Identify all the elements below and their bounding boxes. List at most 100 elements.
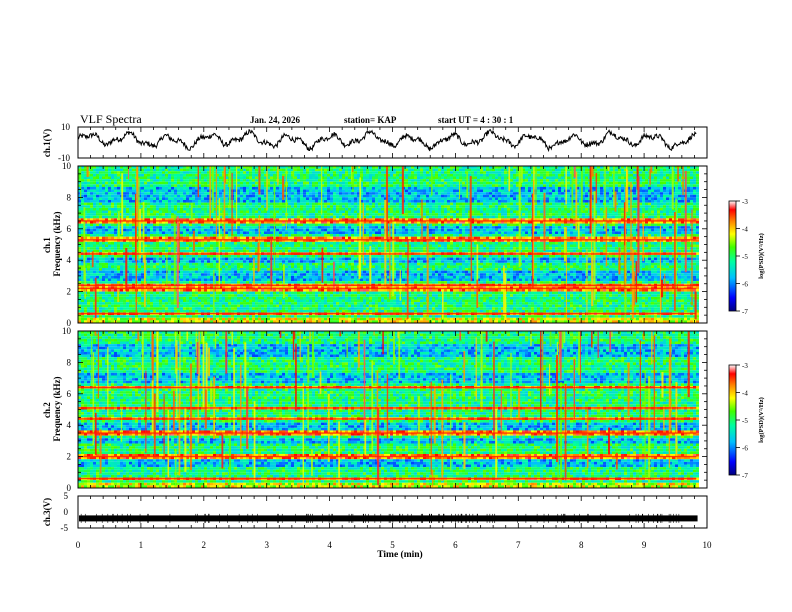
spectrogram-cell-group: [426, 173, 429, 177]
spectrogram-cell-group: [408, 200, 411, 203]
spectrogram-cell-group: [414, 179, 417, 182]
spectrogram-cell-group: [513, 241, 516, 245]
spectrogram-cell-group: [564, 210, 567, 214]
spectrogram-cell-group: [558, 179, 561, 182]
spectrogram-cell-group: [147, 186, 150, 190]
spectrogram-cell-group: [471, 189, 474, 193]
spectrogram-cell-group: [141, 194, 144, 198]
spectrogram-cell-group: [552, 192, 555, 195]
spectrogram-cell-group: [198, 213, 201, 216]
spectrogram-cell-group: [315, 207, 318, 211]
spectrogram-cell-group: [432, 171, 435, 174]
spectrogram-cell-group: [495, 228, 498, 232]
spectrogram-cell-group: [249, 223, 252, 227]
spectrogram-cell-group: [111, 179, 114, 182]
spectrogram-cell-group: [399, 166, 402, 169]
spectrogram-cell-group: [666, 189, 669, 193]
spectrogram-cell-group: [375, 166, 378, 169]
spectrogram-cell-group: [294, 179, 297, 182]
spectrogram-cell-group: [645, 184, 648, 187]
spectrogram-cell-group: [654, 244, 657, 248]
spectrogram-cell-group: [354, 186, 357, 190]
spectrogram-cell-group: [411, 186, 414, 190]
spectrogram-cell-group: [537, 192, 540, 195]
spectrogram-cell-group: [522, 228, 525, 232]
spectrogram-cell-group: [504, 197, 507, 201]
spectrogram-cell-group: [219, 166, 222, 169]
spectrogram-cell-group: [426, 184, 429, 187]
spectrogram-cell-group: [279, 173, 282, 177]
spectrogram-cell-group: [186, 184, 189, 187]
spectrogram-cell-group: [477, 166, 480, 169]
spectrogram-cell-group: [366, 171, 369, 174]
spectrogram-cell-group: [315, 176, 318, 180]
spectrogram-cell-group: [159, 226, 162, 229]
spectrogram-cell-group: [459, 173, 462, 177]
spectrogram-cell-group: [687, 202, 690, 206]
spectrogram-cell-group: [471, 184, 474, 187]
spectrogram-cell-group: [300, 244, 303, 248]
spectrogram-cell-group: [108, 181, 111, 185]
spectrogram-cell-group: [399, 241, 402, 245]
spectrogram-cell-group: [426, 207, 429, 211]
spectrogram-cell-group: [318, 176, 321, 180]
spectrogram-cell-group: [306, 247, 309, 250]
spectrogram-cell-group: [90, 200, 93, 203]
spectrogram-cell-group: [633, 228, 636, 232]
spectrogram-cell-group: [246, 173, 249, 177]
spectrogram-cell-group: [318, 213, 321, 216]
spectrogram-cell-group: [183, 223, 189, 227]
spectrogram-cell-group: [105, 184, 108, 187]
spectrogram-cell-group: [333, 189, 336, 193]
spectrogram-cell-group: [465, 205, 468, 208]
spectrogram-cell-group: [552, 215, 555, 219]
spectrogram-cell-group: [462, 184, 465, 187]
spectrogram-cell-group: [336, 247, 339, 250]
spectrogram-cell-group: [660, 176, 663, 180]
spectrogram-cell-group: [114, 231, 117, 235]
spectrogram-cell-group: [687, 176, 690, 180]
spectrogram-cell-group: [486, 226, 489, 229]
spectrogram-cell-group: [582, 241, 585, 245]
spectrogram-cell-group: [267, 207, 270, 211]
spectrogram-cell-group: [132, 181, 135, 185]
spectrogram-cell-group: [174, 179, 177, 182]
spectrogram-cell-group: [507, 210, 510, 214]
spectrogram-cell-group: [390, 207, 393, 211]
spectrogram-cell-group: [246, 228, 249, 232]
spectrogram-cell-group: [423, 210, 426, 214]
spectrogram-cell-group: [174, 194, 177, 198]
spectrogram-cell-group: [501, 184, 504, 187]
spectrogram-cell-group: [246, 213, 249, 216]
spectrogram-cell-group: [153, 231, 156, 235]
spectrogram-cell-group: [309, 244, 312, 248]
spectrogram-cell-group: [153, 171, 156, 174]
spectrogram-cell-group: [159, 176, 162, 180]
spectrogram-cell-group: [294, 205, 297, 208]
spectrogram-cell-group: [480, 184, 483, 187]
spectrogram-cell-group: [444, 186, 447, 190]
spectrogram-cell-group: [438, 181, 441, 185]
spectrogram-cell-group: [585, 197, 588, 201]
spectrogram-cell-group: [483, 166, 486, 169]
spectrogram-cell-group: [210, 247, 213, 250]
spectrogram-cell-group: [354, 207, 357, 211]
spectrogram-cell-group: [648, 247, 651, 250]
spectrogram-cell-group: [420, 168, 423, 172]
spectrogram-cell-group: [93, 241, 96, 245]
spectrogram-cell-group: [288, 176, 291, 180]
spectrogram-cell-group: [348, 228, 351, 232]
spectrogram-cell-group: [162, 181, 165, 185]
spectrogram-cell-group: [546, 247, 549, 250]
spectrogram-cell-group: [225, 241, 228, 245]
spectrogram-cell-group: [312, 223, 315, 227]
spectrogram-cell-group: [501, 223, 504, 227]
spectrogram-cell-group: [201, 186, 204, 190]
spectrogram-cell-group: [438, 179, 441, 182]
spectrogram-cell-group: [480, 213, 483, 216]
spectrogram-cell-group: [336, 231, 339, 235]
spectrogram-cell-group: [483, 176, 486, 180]
spectrogram-cell-group: [105, 236, 108, 240]
spectrogram-cell-group: [141, 171, 144, 174]
spectrogram-cell-group: [132, 215, 135, 219]
